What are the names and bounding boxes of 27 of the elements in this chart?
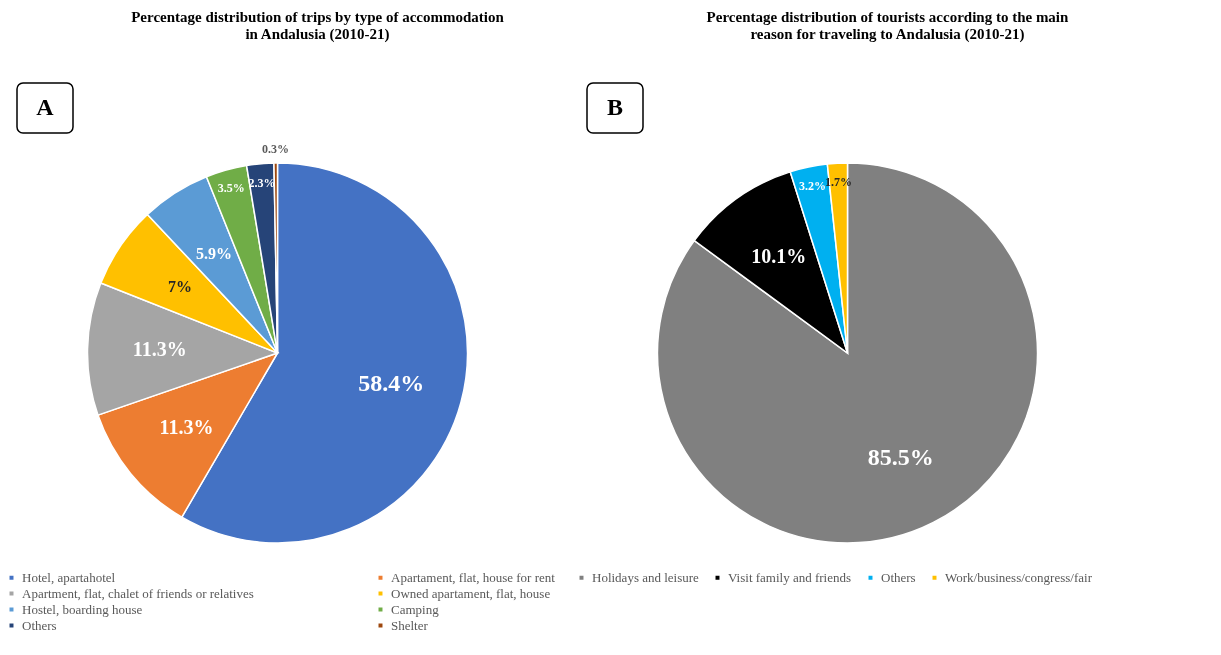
legend-label: Work/business/congress/fair: [945, 569, 1093, 585]
legend-label: Apartament, flat, house for rent: [391, 569, 556, 585]
data-label: 0.3%: [262, 142, 290, 157]
data-label: 3.2%: [798, 178, 826, 193]
data-label: 7%: [168, 277, 193, 295]
text: B: [606, 94, 624, 120]
data-label: 58.4%: [358, 369, 425, 396]
chart-title: Percentage distribution of trips by type of accommodation in Andalusia (2010-21): [131, 9, 505, 44]
legend-label: Others: [22, 617, 57, 633]
legend-label: Others: [881, 569, 916, 585]
legend-label: Apartment, flat, chalet of friends or relatives: [22, 585, 254, 601]
data-label: 11.3%: [132, 338, 187, 361]
legend-label: Camping: [391, 601, 440, 617]
data-label: 3.5%: [217, 181, 245, 196]
data-label: 85.5%: [867, 444, 934, 471]
legend-label: Holidays and leisure: [592, 569, 700, 585]
data-label: 11.3%: [159, 415, 214, 438]
chart-title: Percentage distribution of tourists according to the main reason for traveling to Andalusia (2010-21): [706, 9, 1070, 44]
data-label: 10.1%: [751, 245, 807, 268]
legend-label: Visit family and friends: [728, 569, 852, 585]
legend-label: Hostel, boarding house: [22, 601, 143, 617]
legend-label: Shelter: [391, 617, 429, 633]
data-label: 5.9%: [196, 244, 233, 262]
legend-label: Hotel, apartahotel: [22, 569, 116, 585]
text: A: [36, 94, 55, 120]
pie-slice: [656, 162, 1039, 544]
legend-label: Owned apartament, flat, house: [391, 585, 551, 601]
